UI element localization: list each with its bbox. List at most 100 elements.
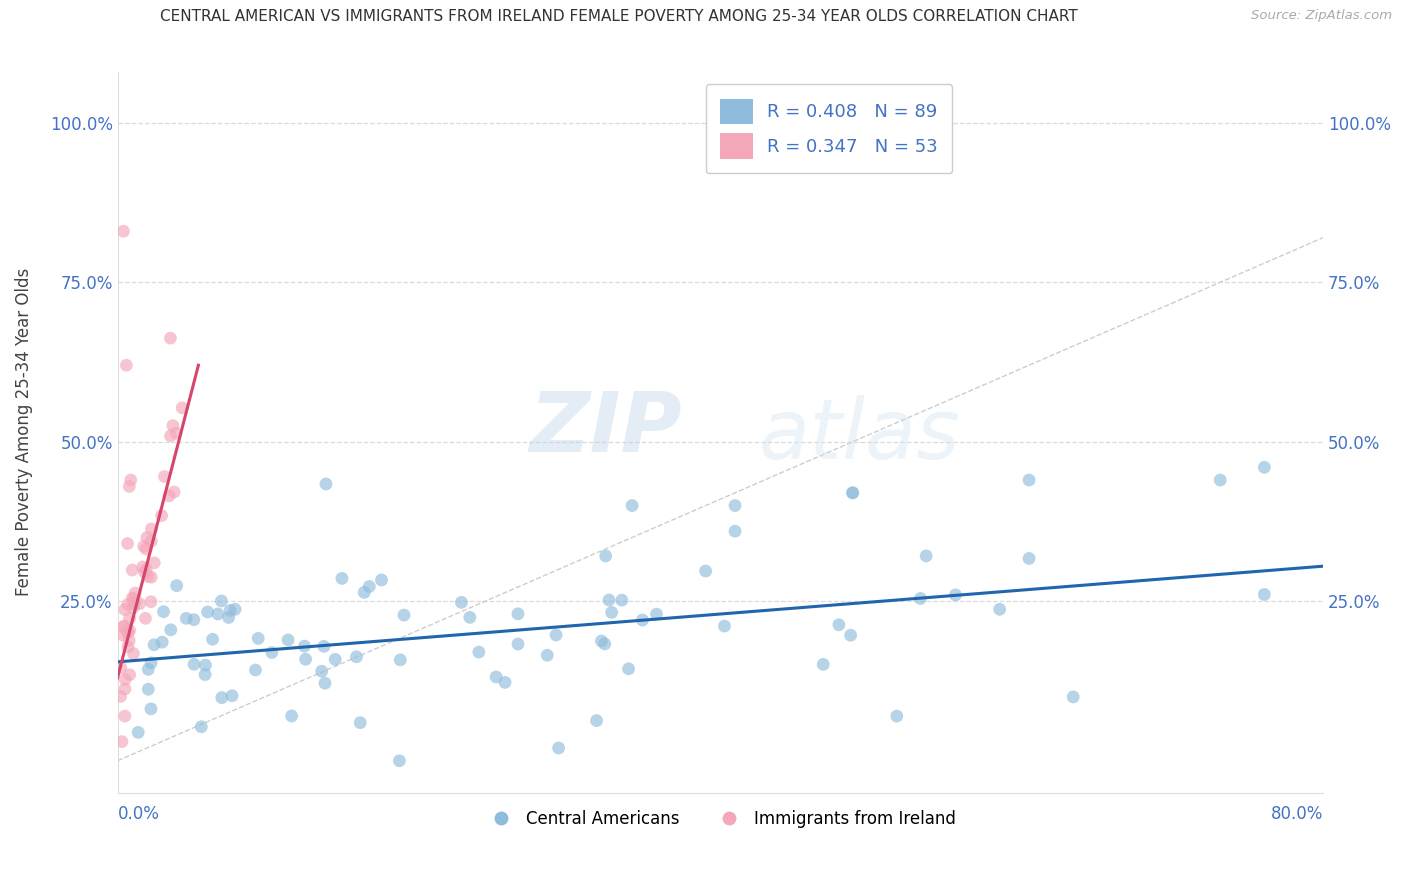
Point [121, 563, 143, 577]
Point [153, 469, 176, 483]
Point [349, 715, 371, 730]
Point [183, 657, 205, 672]
Point [135, 562, 157, 576]
Point [118, 633, 141, 648]
Point [114, 673, 136, 687]
Point [165, 426, 187, 441]
Point [112, 224, 135, 238]
Point [111, 734, 134, 748]
Point [139, 595, 162, 609]
Point [910, 591, 932, 606]
Point [183, 613, 205, 627]
Point [117, 625, 139, 640]
Point [600, 606, 623, 620]
Point [494, 675, 516, 690]
Point [389, 653, 412, 667]
Point [110, 661, 132, 675]
Text: ZIP: ZIP [529, 388, 682, 469]
Point [143, 556, 166, 570]
Point [112, 620, 135, 634]
Point [330, 571, 353, 585]
Point [1018, 473, 1040, 487]
Point [117, 640, 139, 654]
Point [314, 676, 336, 690]
Point [353, 585, 375, 599]
Point [224, 602, 246, 616]
Text: CENTRAL AMERICAN VS IMMIGRANTS FROM IRELAND FEMALE POVERTY AMONG 25-34 YEAR OLDS: CENTRAL AMERICAN VS IMMIGRANTS FROM IREL… [160, 9, 1077, 24]
Point [141, 534, 163, 549]
Point [277, 632, 299, 647]
Point [323, 652, 346, 666]
Point [886, 709, 908, 723]
Point [813, 657, 835, 672]
Point [118, 611, 141, 625]
Point [118, 479, 141, 493]
Point [136, 682, 159, 697]
Point [593, 637, 616, 651]
Point [724, 524, 747, 539]
Point [141, 522, 163, 536]
Point [841, 485, 863, 500]
Text: Source: ZipAtlas.com: Source: ZipAtlas.com [1251, 9, 1392, 22]
Point [621, 499, 644, 513]
Point [839, 628, 862, 642]
Point [645, 607, 668, 622]
Point [136, 662, 159, 676]
Point [132, 560, 155, 574]
Point [162, 418, 184, 433]
Point [110, 690, 132, 704]
Point [1253, 460, 1275, 475]
Point [218, 610, 240, 624]
Point [118, 624, 141, 638]
Point [152, 605, 174, 619]
Point [1209, 473, 1232, 487]
Point [136, 569, 159, 583]
Point [194, 667, 217, 681]
Point [695, 564, 717, 578]
Point [506, 607, 529, 621]
Point [190, 720, 212, 734]
Point [724, 499, 747, 513]
Point [247, 632, 270, 646]
Point [114, 619, 136, 633]
Text: 0.0%: 0.0% [118, 805, 159, 823]
Point [315, 477, 337, 491]
Point [121, 591, 143, 606]
Point [136, 531, 159, 545]
Point [585, 714, 607, 728]
Point [117, 598, 139, 612]
Point [118, 667, 141, 681]
Point [122, 591, 145, 606]
Point [458, 610, 481, 624]
Point [159, 623, 181, 637]
Point [506, 637, 529, 651]
Point [945, 588, 967, 602]
Point [631, 613, 654, 627]
Point [211, 690, 233, 705]
Y-axis label: Female Poverty Among 25-34 Year Olds: Female Poverty Among 25-34 Year Olds [15, 268, 32, 597]
Point [157, 489, 180, 503]
Point [114, 602, 136, 616]
Point [172, 401, 194, 415]
Point [713, 619, 735, 633]
Point [346, 649, 368, 664]
Point [547, 741, 569, 756]
Point [219, 603, 242, 617]
Point [221, 689, 243, 703]
Point [139, 702, 162, 716]
Point [132, 540, 155, 554]
Point [194, 658, 217, 673]
Point [617, 662, 640, 676]
Point [124, 586, 146, 600]
Point [294, 652, 316, 666]
Point [174, 611, 197, 625]
Point [135, 541, 157, 556]
Point [115, 358, 138, 372]
Point [392, 608, 415, 623]
Point [159, 331, 181, 345]
Point [546, 628, 568, 642]
Point [1018, 551, 1040, 566]
Point [117, 536, 139, 550]
Point [120, 473, 142, 487]
Point [1062, 690, 1084, 704]
